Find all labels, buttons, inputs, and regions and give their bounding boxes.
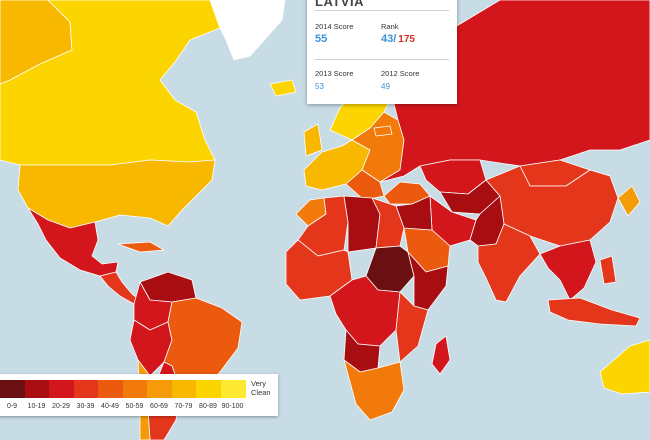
legend-range-label: 30-39 — [76, 403, 95, 410]
legend-swatch — [49, 380, 74, 398]
score-2014-label: 2014 Score — [315, 22, 354, 31]
country-korea-japan[interactable] — [617, 185, 641, 217]
legend-swatch — [122, 380, 148, 398]
legend-range-label: 10-19 — [27, 403, 46, 410]
legend-very-clean-label: Very Clean — [251, 379, 271, 397]
legend-range-label: 70-79 — [174, 403, 193, 410]
legend-range-label: 0-9 — [6, 403, 18, 410]
legend-swatch — [196, 380, 221, 398]
score-2012-label: 2012 Score — [381, 69, 420, 78]
popup-country-name: LATVIA — [315, 0, 364, 9]
rank-position: 43/ — [381, 33, 397, 45]
legend-range-label: 60-69 — [150, 403, 168, 410]
score-2014-value: 55 — [315, 33, 328, 45]
popup-divider-top — [315, 10, 449, 11]
legend-range-label: 20-29 — [52, 403, 70, 410]
score-2013-value: 53 — [315, 82, 324, 91]
popup-divider-middle — [315, 59, 449, 60]
legend-range-label: 40-49 — [101, 403, 119, 410]
legend-swatch — [147, 380, 172, 398]
rank-value: 43/175 — [381, 33, 415, 45]
rank-total: 175 — [398, 34, 415, 45]
country-libya[interactable] — [343, 195, 381, 253]
score-2013-label: 2013 Score — [315, 69, 354, 78]
country-iceland[interactable] — [269, 79, 297, 97]
legend-very-label: Very — [251, 379, 267, 388]
score-legend: Very Clean 0-9 10-19 20-29 30-39 40-49 50-59 60… — [0, 374, 278, 416]
country-philippines[interactable] — [599, 255, 617, 285]
legend-swatch — [73, 380, 99, 398]
score-2012-value: 49 — [381, 82, 390, 91]
country-west-africa[interactable] — [285, 239, 353, 301]
legend-range-label: 90-100 — [221, 403, 244, 410]
country-southern-africa[interactable] — [343, 359, 405, 421]
country-madagascar[interactable] — [431, 335, 451, 375]
country-india[interactable] — [477, 223, 541, 303]
country-east-africa[interactable] — [395, 291, 429, 363]
country-greenland — [209, 0, 286, 61]
country-indonesia[interactable] — [547, 297, 641, 327]
country-australia[interactable] — [599, 339, 650, 395]
legend-range-label: 80-89 — [199, 403, 217, 410]
legend-swatch — [220, 380, 246, 398]
legend-swatch — [171, 380, 197, 398]
country-uk-ireland[interactable] — [303, 123, 323, 157]
legend-clean-label: Clean — [251, 388, 271, 397]
country-horn-of-africa[interactable] — [407, 251, 449, 311]
legend-swatch — [98, 380, 123, 398]
legend-swatch — [0, 380, 25, 398]
country-latvia[interactable] — [373, 125, 393, 137]
country-southeast-asia[interactable] — [539, 239, 597, 301]
country-mexico[interactable] — [27, 207, 119, 277]
rank-label: Rank — [381, 22, 399, 31]
legend-swatch — [24, 380, 50, 398]
country-cuba[interactable] — [117, 241, 165, 253]
country-info-popup: LATVIA 2014 Score 55 Rank 43/175 2013 Sc… — [307, 0, 457, 104]
legend-range-label: 50-59 — [125, 403, 144, 410]
